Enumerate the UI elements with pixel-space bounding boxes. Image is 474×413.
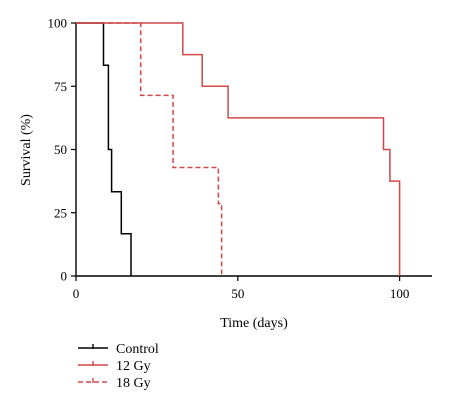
survival-curves: [76, 22, 401, 276]
legend-label: 12 Gy: [116, 359, 151, 374]
curve-control: [76, 22, 132, 276]
plot-area: 0 25 50 75 100 0 50 100: [48, 16, 432, 301]
y-tick-label: 0: [61, 269, 68, 284]
x-tick-label: 100: [390, 286, 410, 301]
y-axis-title: Survival (%): [19, 114, 34, 186]
legend: Control 12 Gy 18 Gy: [78, 342, 159, 391]
x-axis-title: Time (days): [220, 316, 288, 331]
y-tick-label: 25: [54, 205, 67, 220]
x-tick-label: 0: [73, 286, 80, 301]
curve-18-gy: [76, 22, 223, 276]
x-tick-label: 50: [231, 286, 244, 301]
curve-12-gy: [76, 22, 401, 276]
legend-label: Control: [116, 342, 159, 357]
y-tick-label: 100: [48, 16, 68, 31]
x-ticks: 0 50 100: [73, 276, 410, 301]
y-ticks: 0 25 50 75 100: [48, 16, 76, 284]
y-tick-label: 50: [54, 142, 67, 157]
legend-label: 18 Gy: [116, 376, 151, 391]
y-tick-label: 75: [54, 79, 67, 94]
